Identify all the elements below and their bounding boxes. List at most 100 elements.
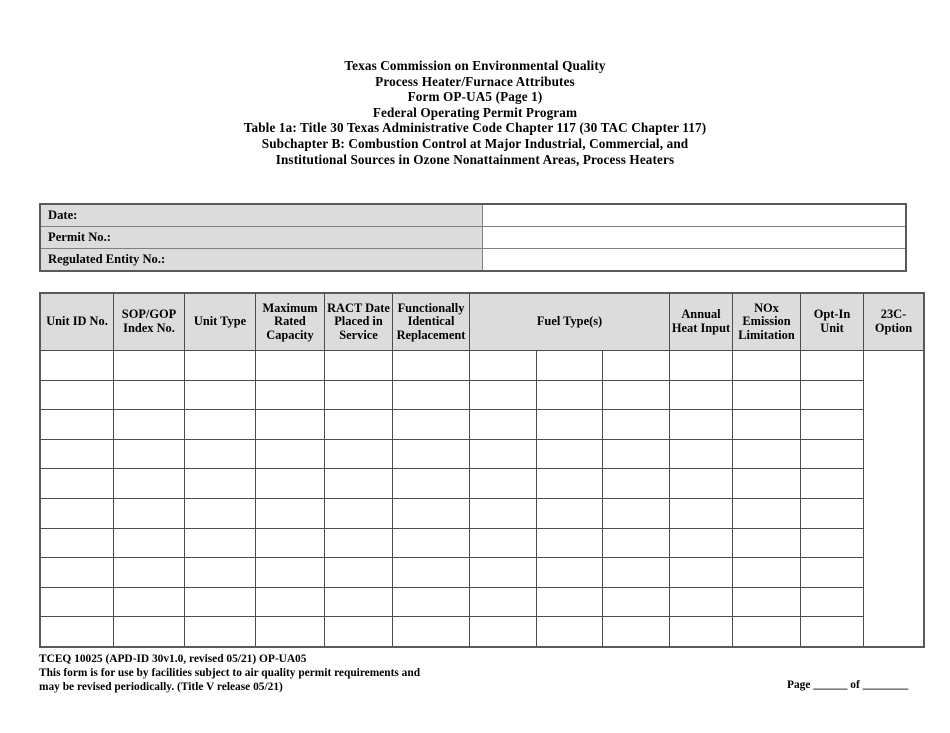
grid-cell[interactable] (255, 350, 325, 381)
grid-cell[interactable] (669, 409, 733, 440)
grid-cell[interactable] (535, 350, 604, 381)
grid-cell[interactable] (669, 350, 733, 381)
grid-cell[interactable] (732, 527, 801, 559)
grid-cell[interactable] (324, 468, 393, 499)
grid-cell[interactable] (732, 497, 801, 529)
grid-cell[interactable] (800, 527, 864, 559)
grid-cell[interactable] (184, 468, 256, 499)
grid-cell[interactable] (469, 350, 537, 381)
grid-cell[interactable] (800, 350, 864, 381)
grid-cell[interactable] (800, 497, 864, 529)
permit-no-field[interactable] (482, 226, 907, 249)
date-field[interactable] (482, 203, 907, 227)
grid-cell[interactable] (184, 527, 256, 559)
grid-cell[interactable] (113, 557, 185, 588)
grid-cell[interactable] (113, 586, 185, 618)
grid-cell[interactable] (255, 379, 325, 411)
grid-cell[interactable] (602, 350, 670, 381)
grid-cell[interactable] (113, 350, 185, 381)
grid-cell[interactable] (602, 468, 670, 499)
grid-cell[interactable] (732, 350, 801, 381)
grid-cell[interactable] (392, 497, 470, 529)
grid-cell[interactable] (184, 497, 256, 529)
grid-cell[interactable] (669, 616, 733, 648)
grid-cell[interactable] (255, 527, 325, 559)
grid-cell[interactable] (113, 527, 185, 559)
grid-cell[interactable] (255, 586, 325, 618)
grid-cell[interactable] (535, 616, 604, 648)
grid-cell[interactable] (392, 557, 470, 588)
grid-cell[interactable] (669, 586, 733, 618)
grid-cell[interactable] (39, 497, 114, 529)
grid-cell[interactable] (800, 438, 864, 470)
grid-cell[interactable] (113, 497, 185, 529)
grid-cell[interactable] (732, 557, 801, 588)
grid-cell[interactable] (602, 557, 670, 588)
grid-cell[interactable] (324, 527, 393, 559)
grid-cell[interactable] (800, 468, 864, 499)
grid-cell[interactable] (732, 438, 801, 470)
grid-cell[interactable] (602, 586, 670, 618)
grid-cell[interactable] (255, 557, 325, 588)
grid-cell[interactable] (113, 438, 185, 470)
grid-cell[interactable] (39, 468, 114, 499)
grid-cell[interactable] (602, 409, 670, 440)
grid-cell[interactable] (184, 616, 256, 648)
grid-cell[interactable] (113, 409, 185, 440)
grid-cell[interactable] (469, 438, 537, 470)
grid-cell[interactable] (255, 468, 325, 499)
grid-cell[interactable] (324, 438, 393, 470)
grid-cell[interactable] (602, 616, 670, 648)
grid-cell[interactable] (39, 409, 114, 440)
grid-cell[interactable] (669, 527, 733, 559)
grid-cell[interactable] (39, 586, 114, 618)
grid-cell[interactable] (113, 379, 185, 411)
grid-cell[interactable] (469, 409, 537, 440)
grid-cell[interactable] (184, 438, 256, 470)
grid-cell[interactable] (255, 438, 325, 470)
grid-cell[interactable] (602, 438, 670, 470)
grid-cell[interactable] (732, 409, 801, 440)
grid-cell[interactable] (469, 468, 537, 499)
grid-cell[interactable] (535, 379, 604, 411)
grid-cell[interactable] (39, 350, 114, 381)
grid-cell[interactable] (535, 409, 604, 440)
grid-cell[interactable] (392, 586, 470, 618)
grid-cell[interactable] (469, 497, 537, 529)
grid-cell[interactable] (324, 497, 393, 529)
grid-cell[interactable] (324, 350, 393, 381)
grid-cell[interactable] (469, 616, 537, 648)
grid-cell[interactable] (602, 527, 670, 559)
grid-cell[interactable] (800, 379, 864, 411)
grid-cell[interactable] (535, 557, 604, 588)
grid-cell[interactable] (469, 379, 537, 411)
grid-cell[interactable] (392, 527, 470, 559)
grid-cell[interactable] (255, 409, 325, 440)
grid-cell[interactable] (669, 438, 733, 470)
grid-cell[interactable] (535, 468, 604, 499)
grid-cell[interactable] (113, 468, 185, 499)
regulated-entity-no-field[interactable] (482, 248, 907, 272)
grid-cell[interactable] (669, 557, 733, 588)
grid-cell[interactable] (535, 497, 604, 529)
grid-cell[interactable] (669, 379, 733, 411)
grid-cell[interactable] (732, 468, 801, 499)
grid-cell[interactable] (800, 557, 864, 588)
grid-cell[interactable] (602, 379, 670, 411)
grid-cell[interactable] (184, 557, 256, 588)
grid-cell[interactable] (469, 586, 537, 618)
grid-cell[interactable] (255, 497, 325, 529)
grid-cell[interactable] (184, 586, 256, 618)
grid-cell[interactable] (602, 497, 670, 529)
grid-cell[interactable] (39, 379, 114, 411)
grid-cell[interactable] (535, 527, 604, 559)
grid-cell[interactable] (392, 379, 470, 411)
grid-cell[interactable] (392, 409, 470, 440)
grid-cell[interactable] (469, 557, 537, 588)
grid-cell[interactable] (184, 409, 256, 440)
grid-cell[interactable] (39, 527, 114, 559)
grid-cell[interactable] (669, 468, 733, 499)
grid-cell[interactable] (324, 557, 393, 588)
grid-cell[interactable] (324, 409, 393, 440)
grid-cell[interactable] (535, 586, 604, 618)
